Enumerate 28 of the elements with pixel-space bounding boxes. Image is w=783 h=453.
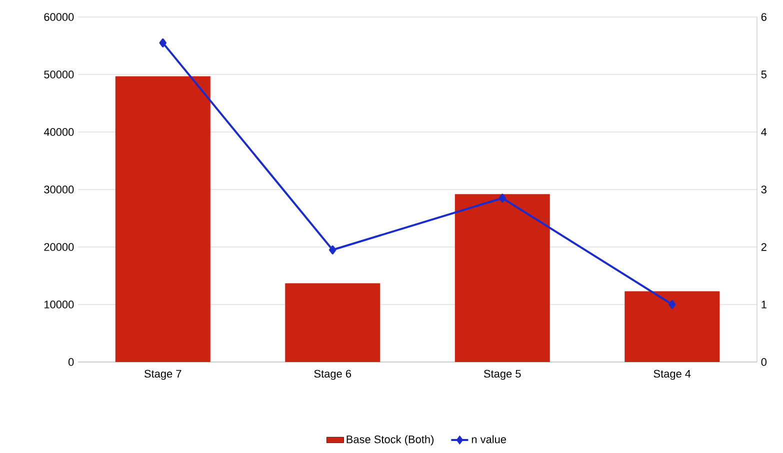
y2-tick-label: 5	[761, 70, 766, 78]
y-tick-label: 20000	[44, 243, 74, 251]
legend-label: n value	[472, 435, 506, 444]
x-tick-label: Stage 5	[484, 370, 521, 380]
y-tick-label: 50000	[44, 70, 74, 78]
x-tick-label: Stage 4	[654, 370, 691, 380]
y-tick-label: 10000	[44, 300, 74, 308]
y-tick-label: 30000	[44, 186, 74, 194]
y2-tick-label: 6	[761, 13, 766, 21]
y2-tick-label: 1	[762, 300, 766, 308]
legend-label: Base Stock (Both)	[346, 435, 434, 446]
x-tick-label: Stage 7	[144, 370, 182, 380]
y-tick-label: 40000	[44, 128, 74, 136]
bar	[115, 76, 210, 362]
bar	[285, 283, 380, 362]
y2-tick-label: 2	[761, 243, 766, 251]
y-tick-label: 0	[68, 358, 74, 366]
y-tick-label: 60000	[44, 13, 74, 21]
point	[498, 194, 506, 203]
point	[329, 245, 336, 254]
bar	[454, 194, 550, 362]
y2-tick-label: 4	[761, 128, 767, 136]
bar	[624, 291, 720, 362]
y2-tick-label: 0	[761, 358, 767, 366]
x-tick-label: Stage 6	[314, 370, 352, 380]
point	[668, 300, 676, 309]
point	[159, 38, 166, 48]
y2-tick-label: 3	[761, 186, 766, 194]
